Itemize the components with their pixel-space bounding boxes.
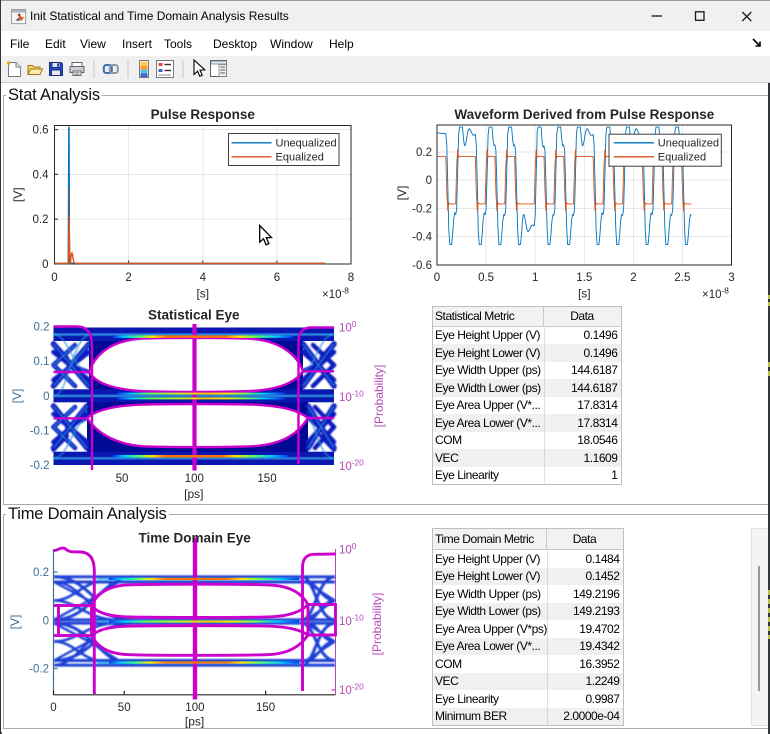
svg-text:10-10: 10-10 bbox=[339, 389, 364, 405]
svg-text:8: 8 bbox=[348, 272, 354, 284]
svg-text:[V]: [V] bbox=[11, 187, 25, 202]
svg-text:[Probability]: [Probability] bbox=[372, 365, 386, 428]
svg-text:2.5: 2.5 bbox=[674, 272, 690, 284]
svg-text:0: 0 bbox=[43, 391, 49, 403]
svg-text:-0.2: -0.2 bbox=[412, 203, 432, 215]
svg-text:[ps]: [ps] bbox=[185, 715, 204, 729]
svg-text:0: 0 bbox=[434, 272, 440, 284]
svg-text:[V]: [V] bbox=[8, 615, 22, 630]
svg-text:[ps]: [ps] bbox=[184, 487, 203, 501]
svg-text:0.2: 0.2 bbox=[33, 214, 49, 226]
svg-text:100: 100 bbox=[339, 541, 357, 557]
svg-text:-0.4: -0.4 bbox=[412, 232, 432, 244]
svg-text:100: 100 bbox=[339, 319, 357, 335]
svg-text:10-10: 10-10 bbox=[339, 613, 364, 629]
svg-text:150: 150 bbox=[256, 702, 275, 714]
svg-text:Statistical Eye: Statistical Eye bbox=[148, 308, 240, 323]
svg-text:×10-8: ×10-8 bbox=[702, 286, 729, 302]
svg-text:2: 2 bbox=[630, 272, 636, 284]
svg-text:0.2: 0.2 bbox=[34, 322, 50, 334]
svg-text:0: 0 bbox=[50, 702, 56, 714]
svg-text:0.2: 0.2 bbox=[33, 567, 49, 579]
svg-text:0: 0 bbox=[426, 175, 432, 187]
svg-text:0.4: 0.4 bbox=[33, 169, 50, 181]
svg-text:[V]: [V] bbox=[395, 186, 409, 201]
svg-text:0: 0 bbox=[42, 259, 48, 271]
svg-text:0: 0 bbox=[43, 615, 49, 627]
svg-text:100: 100 bbox=[185, 473, 204, 485]
svg-text:Waveform Derived from Pulse Re: Waveform Derived from Pulse Response bbox=[454, 107, 714, 122]
svg-text:[V]: [V] bbox=[10, 389, 24, 404]
svg-text:0.6: 0.6 bbox=[33, 125, 49, 137]
svg-text:Unequalized: Unequalized bbox=[658, 138, 719, 150]
svg-text:3: 3 bbox=[728, 272, 734, 284]
svg-text:-0.2: -0.2 bbox=[30, 460, 50, 472]
svg-text:100: 100 bbox=[185, 702, 204, 714]
svg-text:10-20: 10-20 bbox=[339, 682, 364, 698]
svg-text:150: 150 bbox=[257, 473, 276, 485]
svg-text:0.1: 0.1 bbox=[34, 356, 50, 368]
svg-text:1.5: 1.5 bbox=[576, 272, 592, 284]
svg-text:-0.2: -0.2 bbox=[29, 664, 49, 676]
svg-text:0.5: 0.5 bbox=[478, 272, 494, 284]
svg-text:6: 6 bbox=[274, 272, 280, 284]
svg-text:Time Domain Eye: Time Domain Eye bbox=[138, 531, 251, 546]
svg-text:×10-8: ×10-8 bbox=[322, 286, 349, 302]
svg-text:Equalized: Equalized bbox=[658, 152, 706, 164]
svg-text:50: 50 bbox=[116, 473, 129, 485]
svg-text:4: 4 bbox=[200, 272, 207, 284]
svg-text:-0.1: -0.1 bbox=[30, 425, 50, 437]
svg-text:0: 0 bbox=[51, 272, 57, 284]
svg-text:Equalized: Equalized bbox=[276, 152, 324, 164]
svg-text:-0.6: -0.6 bbox=[412, 260, 432, 272]
svg-text:2: 2 bbox=[125, 272, 131, 284]
svg-text:Unequalized: Unequalized bbox=[276, 138, 337, 150]
svg-text:50: 50 bbox=[118, 702, 131, 714]
svg-text:10-20: 10-20 bbox=[339, 458, 364, 474]
svg-text:[Probability]: [Probability] bbox=[370, 593, 384, 656]
svg-text:[s]: [s] bbox=[196, 287, 209, 301]
svg-text:[s]: [s] bbox=[578, 287, 591, 301]
svg-text:0.2: 0.2 bbox=[416, 147, 432, 159]
svg-text:1: 1 bbox=[532, 272, 538, 284]
svg-text:Pulse Response: Pulse Response bbox=[151, 107, 256, 122]
